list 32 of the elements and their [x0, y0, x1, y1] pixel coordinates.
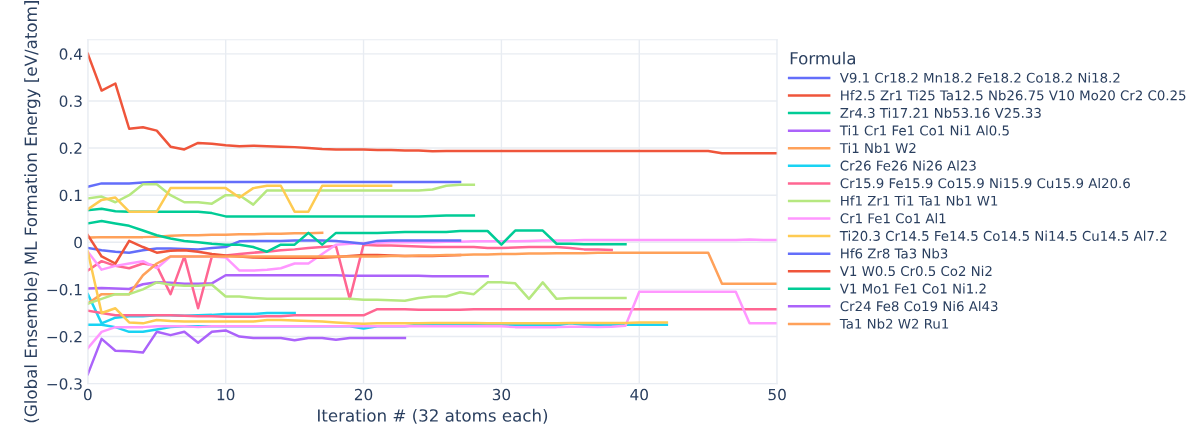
legend-label: Cr24 Fe8 Co19 Ni6 Al43	[840, 300, 998, 312]
legend-label: Ta1 Nb2 W2 Ru1	[839, 318, 949, 329]
x-tick-label: 50	[768, 388, 786, 401]
x-tick-label: 40	[630, 388, 648, 401]
y-tick-label: −0.2	[47, 331, 82, 343]
x-tick-label: 20	[354, 388, 373, 401]
legend-label: Hf2.5 Zr1 Ti25 Ta12.5 Nb26.75 V10 Mo20 Cr2 C0.25	[841, 90, 1186, 101]
legend-label: Cr1 Fe1 Co1 Al1	[840, 213, 946, 224]
legend-label: Ti1 Cr1 Fe1 Co1 Ni1 Al0.5	[839, 125, 1009, 136]
y-tick-label: 0.1	[59, 189, 82, 202]
legend-title: Formula	[790, 51, 856, 65]
legend-label: V9.1 Cr18.2 Mn18.2 Fe18.2 Co18.2 Ni18.2	[839, 72, 1120, 83]
y-tick-label: −0.3	[47, 378, 82, 390]
legend-label: Hf6 Zr8 Ta3 Nb3	[841, 248, 948, 259]
legend-label: Zr4.3 Ti17.21 Nb53.16 V25.33	[840, 107, 1041, 118]
legend-label: V1 Mo1 Fe1 Co1 Ni1.2	[839, 283, 986, 294]
y-tick-label: 0.4	[59, 48, 83, 60]
legend-label: Cr26 Fe26 Ni26 Al23	[840, 160, 976, 171]
y-tick-label: 0.2	[59, 142, 82, 155]
legend-label: Ti20.3 Cr14.5 Fe14.5 Co14.5 Ni14.5 Cu14.5 Al7.2	[839, 230, 1167, 241]
legend-label: Hf1 Zr1 Ti1 Ta1 Nb1 W1	[841, 195, 998, 206]
y-tick-label: 0.3	[59, 95, 82, 107]
legend-label: V1 W0.5 Cr0.5 Co2 Ni2	[839, 265, 992, 277]
x-axis-title: Iteration # (32 atoms each)	[318, 408, 548, 424]
x-tick-label: 0	[83, 388, 92, 401]
y-tick-label: −0.1	[47, 283, 82, 296]
legend-label: Ti1 Nb1 W2	[839, 142, 916, 154]
x-tick-label: 30	[492, 388, 511, 401]
y-axis-title: (Global Ensemble) ML Formation Energy [eV/atom]	[24, 1, 41, 423]
x-tick-label: 10	[217, 388, 235, 401]
y-tick-label: 0	[74, 236, 82, 249]
legend-label: Cr15.9 Fe15.9 Co15.9 Ni15.9 Cu15.9 Al20.6	[840, 177, 1130, 189]
